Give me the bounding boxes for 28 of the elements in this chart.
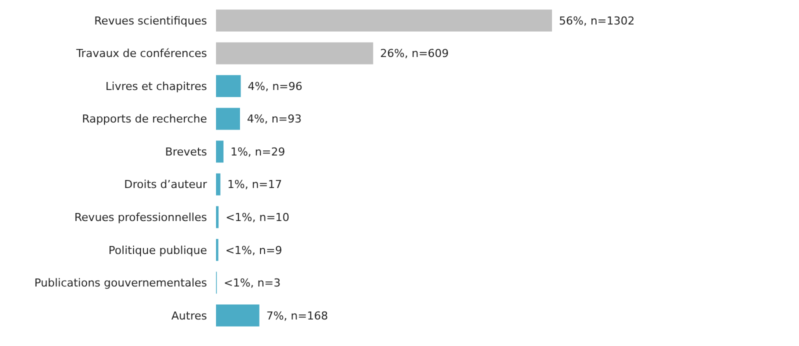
data-label: <1%, n=10 [226, 211, 290, 224]
bar [216, 108, 240, 130]
y-tick-label: Revues scientifiques [94, 14, 208, 28]
y-tick-label: Rapports de recherche [82, 112, 208, 126]
bar [216, 173, 220, 196]
data-label: <1%, n=9 [225, 244, 282, 257]
data-label: 1%, n=29 [230, 145, 286, 158]
data-label: 26%, n=609 [380, 47, 449, 60]
bar [216, 42, 374, 64]
bar [216, 206, 219, 228]
data-label: 7%, n=168 [266, 309, 328, 322]
y-tick-label: Revues professionnelles [74, 211, 208, 224]
data-label: 4%, n=93 [247, 112, 302, 126]
data-label: 1%, n=17 [227, 178, 282, 192]
y-tick-label: Publications gouvernementales [34, 276, 208, 290]
y-tick-label: Livres et chapitres [106, 80, 208, 93]
y-tick-label: Politique publique [108, 244, 208, 257]
bar [216, 10, 552, 32]
y-tick-label: Travaux de conférences [75, 47, 208, 60]
y-tick-label: Droits d’auteur [124, 178, 208, 192]
data-label: <1%, n=3 [224, 276, 281, 290]
bar [216, 140, 224, 163]
data-label: 56%, n=1302 [559, 14, 635, 28]
bar [216, 75, 241, 98]
y-tick-label: Autres [171, 309, 208, 322]
data-label: 4%, n=96 [248, 80, 302, 93]
y-tick-label: Brevets [165, 145, 208, 158]
bar [216, 304, 260, 326]
